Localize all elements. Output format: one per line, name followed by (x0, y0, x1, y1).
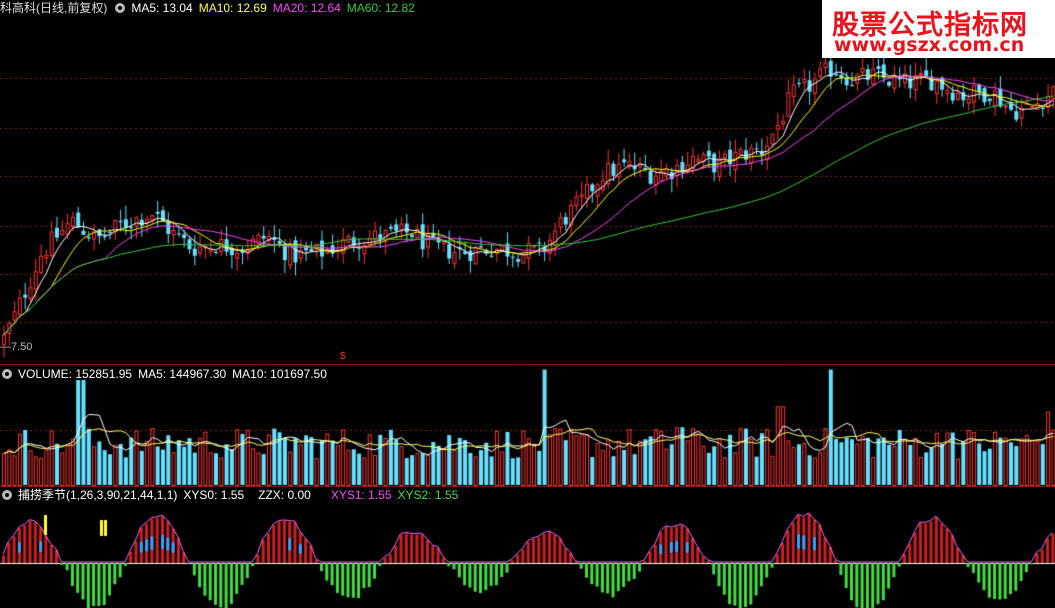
stock-title[interactable]: 科高科(日线,前复权) (0, 1, 108, 15)
ma60-label: MA60: 12.82 (346, 1, 415, 15)
xys0-label: XYS0: 1.55 (183, 488, 245, 502)
volume-label: VOLUME: 152851.95 (18, 367, 133, 381)
watermark-title: 股票公式指标网 (832, 10, 1028, 41)
marker-dollar: $ (340, 351, 346, 362)
gear-icon[interactable] (115, 3, 126, 13)
vol-ma10-label: MA10: 101697.50 (232, 367, 327, 381)
indicator-name: 捕捞季节(1,26,3,90,21,44,1,1) (18, 488, 178, 502)
volume-header: VOLUME: 152851.95 MA5: 144967.30 MA10: 101… (0, 367, 333, 381)
vol-ma5-label: MA5: 144967.30 (138, 367, 227, 381)
gear-icon[interactable] (2, 490, 12, 500)
watermark: 股票公式指标网 www.gszx.com.cn (822, 0, 1055, 58)
gear-icon[interactable] (2, 369, 12, 379)
xys1-label: XYS1: 1.55 (330, 488, 392, 502)
indicator-header: 捕捞季节(1,26,3,90,21,44,1,1) XYS0: 1.55 ZZX: … (0, 488, 464, 502)
price-low-label: —7.50 (0, 341, 33, 353)
ma5-label: MA5: 13.04 (131, 1, 193, 15)
price-header: 科高科(日线,前复权) MA5: 13.04 MA10: 12.69 MA20: 12… (0, 1, 421, 15)
ma20-label: MA20: 12.64 (272, 1, 341, 15)
ma10-label: MA10: 12.69 (198, 1, 267, 15)
zzx-label: ZZX: 0.00 (258, 488, 311, 502)
watermark-url: www.gszx.com.cn (834, 34, 1025, 56)
xys2-label: XYS2: 1.55 (397, 488, 459, 502)
